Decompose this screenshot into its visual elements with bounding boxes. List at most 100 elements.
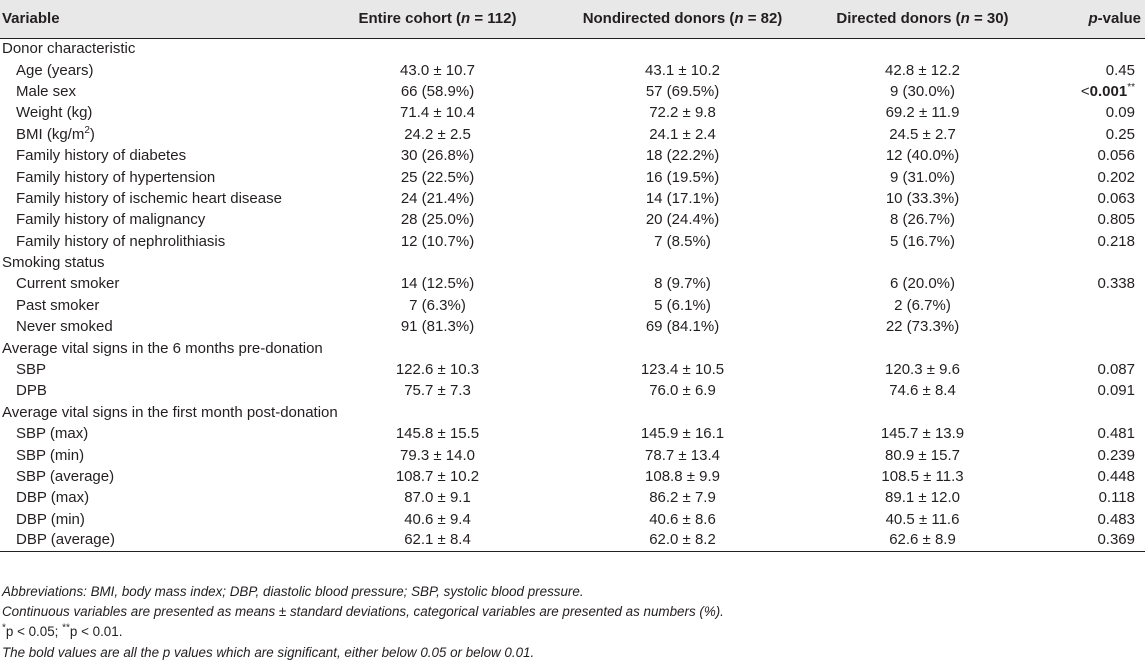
p-value-cell: 0.45 [1105,61,1135,79]
header-directed-donors: Directed donors (n = 30) [810,0,1035,39]
p-value-cell: 0.118 [1098,489,1135,507]
table-row: Age (years) 43.0 ± 10.7 43.1 ± 10.2 42.8 ± … [0,59,1145,80]
nondirected-donors-cell: 86.2 ± 7.9 [649,489,716,507]
variable-label: Past smoker [16,296,100,314]
variable-label: Family history of nephrolithiasis [16,232,226,250]
p-value-cell [1035,402,1145,423]
table-row: Past smoker 7 (6.3%) 5 (6.1%) 2 (6.7%) [0,295,1145,316]
entire-cohort-cell: 71.4 ± 10.4 [400,104,475,122]
table-row: DPB 75.7 ± 7.3 76.0 ± 6.9 74.6 ± 8.4 0.091 [0,380,1145,401]
nondirected-donors-cell: 8 (9.7%) [654,275,711,293]
table-body: Donor characteristic Age (years) 43.0 ± 10… [0,38,1145,552]
directed-donors-cell: 6 (20.0%) [889,275,956,293]
footnote-continuous-variables: Continuous variables are presented as me… [2,604,724,620]
entire-cohort-cell: 24 (21.4%) [400,189,475,207]
table-row: Male sex 66 (58.9%) 57 (69.5%) 9 (30.0%) <0.… [0,81,1145,102]
directed-donors-cell: 89.1 ± 12.0 [885,489,960,507]
p-value-cell: 0.369 [1035,529,1145,552]
table-row: SBP (average) 108.7 ± 10.2 108.8 ± 9.9 108.… [0,466,1145,487]
p-value-cell: 0.056 [1097,147,1135,165]
nondirected-donors-cell: 43.1 ± 10.2 [645,61,720,79]
variable-label: DPB [16,382,47,400]
variable-label: Weight (kg) [16,104,93,122]
variable-label: SBP (max) [16,425,89,443]
p-value-cell: 0.338 [1097,275,1135,293]
directed-cell [810,337,1035,358]
directed-donors-cell: 62.6 ± 8.9 [810,529,1035,552]
variable-label: Age (years) [16,61,94,79]
p-value-cell: 0.087 [1097,361,1135,379]
entire-cohort-cell: 75.7 ± 7.3 [404,382,471,400]
table-row: Current smoker 14 (12.5%) 8 (9.7%) 6 (20.0%… [0,273,1145,294]
variable-label: DBP (min) [16,510,85,528]
directed-donors-cell: 42.8 ± 12.2 [885,61,960,79]
entire-cohort-cell: 87.0 ± 9.1 [404,489,471,507]
nondirected-donors-cell: 57 (69.5%) [645,82,720,100]
directed-cell [810,402,1035,423]
footnote-significance: *p < 0.05; **p < 0.01. [2,622,123,640]
nondirected-donors-cell: 78.7 ± 13.4 [645,446,720,464]
p-value-cell: 0.239 [1097,446,1135,464]
directed-donors-cell: 80.9 ± 15.7 [885,446,960,464]
directed-cell [810,38,1035,59]
table-row: DBP (min) 40.6 ± 9.4 40.6 ± 8.6 40.5 ± 11.6… [0,509,1145,530]
entire-cohort-cell: 30 (26.8%) [400,147,475,165]
section-row: Average vital signs in the 6 months pre-… [0,337,1145,358]
variable-label: Family history of ischemic heart disease [16,189,282,207]
nondirected-donors-cell: 18 (22.2%) [645,147,720,165]
entire-cell [320,337,555,358]
header-entire-cohort: Entire cohort (n = 112) [320,0,555,39]
footnote-abbreviations: Abbreviations: BMI, body mass index; DBP… [2,584,584,599]
table-row: DBP (average) 62.1 ± 8.4 62.0 ± 8.2 62.6 ± … [0,529,1145,552]
nondirected-cell [555,337,810,358]
entire-cohort-cell: 108.7 ± 10.2 [395,468,480,485]
table-row: Family history of hypertension 25 (22.5%)… [0,166,1145,187]
directed-donors-cell: 9 (30.0%) [889,82,956,100]
nondirected-donors-cell: 5 (6.1%) [654,296,711,314]
directed-donors-cell: 2 (6.7%) [894,296,951,314]
nondirected-cell [555,402,810,423]
nondirected-donors-cell: 145.9 ± 16.1 [640,425,725,443]
header-nondirected-donors: Nondirected donors (n = 82) [555,0,810,39]
directed-donors-cell: 10 (33.3%) [885,189,960,207]
entire-cell [320,402,555,423]
entire-cohort-cell: 43.0 ± 10.7 [400,61,475,79]
table-row: Family history of diabetes 30 (26.8%) 18 (… [0,145,1145,166]
directed-donors-cell: 8 (26.7%) [889,211,956,229]
nondirected-cell [555,252,810,273]
header-p-value: p-value [1035,0,1145,39]
nondirected-donors-cell: 40.6 ± 8.6 [649,510,716,528]
p-value-cell: 0.448 [1097,468,1135,485]
p-value-cell: 0.09 [1105,104,1135,122]
table-row: Family history of nephrolithiasis 12 (10.… [0,231,1145,252]
p-value-cell [1035,295,1145,316]
p-value-cell: 0.805 [1097,211,1135,229]
variable-label: Male sex [16,82,77,100]
entire-cell [320,38,555,59]
nondirected-donors-cell: 123.4 ± 10.5 [640,361,725,379]
entire-cohort-cell: 12 (10.7%) [400,232,475,250]
header-variable: Variable [0,0,320,39]
variable-label: Current smoker [16,275,120,293]
p-value-cell [1035,316,1145,337]
directed-donors-cell: 120.3 ± 9.6 [885,361,960,379]
variable-label: DBP (max) [16,489,90,507]
directed-donors-cell: 12 (40.0%) [885,147,960,165]
directed-donors-cell: 22 (73.3%) [885,318,960,336]
nondirected-donors-cell: 69 (84.1%) [645,318,720,336]
variable-label: Family history of malignancy [16,211,206,229]
entire-cohort-cell: 24.2 ± 2.5 [404,125,471,143]
variable-label: DBP (average) [0,529,320,552]
nondirected-donors-cell: 24.1 ± 2.4 [649,125,716,143]
table-row: SBP 122.6 ± 10.3 123.4 ± 10.5 120.3 ± 9.6 0.… [0,359,1145,380]
section-row: Donor characteristic [0,38,1145,59]
table-row: SBP (max) 145.8 ± 15.5 145.9 ± 16.1 145.7 ±… [0,423,1145,444]
entire-cohort-cell: 79.3 ± 14.0 [400,446,475,464]
table-row: Weight (kg) 71.4 ± 10.4 72.2 ± 9.8 69.2 ± 1… [0,102,1145,123]
table-row: Family history of malignancy 28 (25.0%) 20… [0,209,1145,230]
section-label: Donor characteristic [2,40,136,58]
nondirected-donors-cell: 7 (8.5%) [654,232,711,250]
nondirected-cell [555,38,810,59]
p-value-cell [1035,337,1145,358]
